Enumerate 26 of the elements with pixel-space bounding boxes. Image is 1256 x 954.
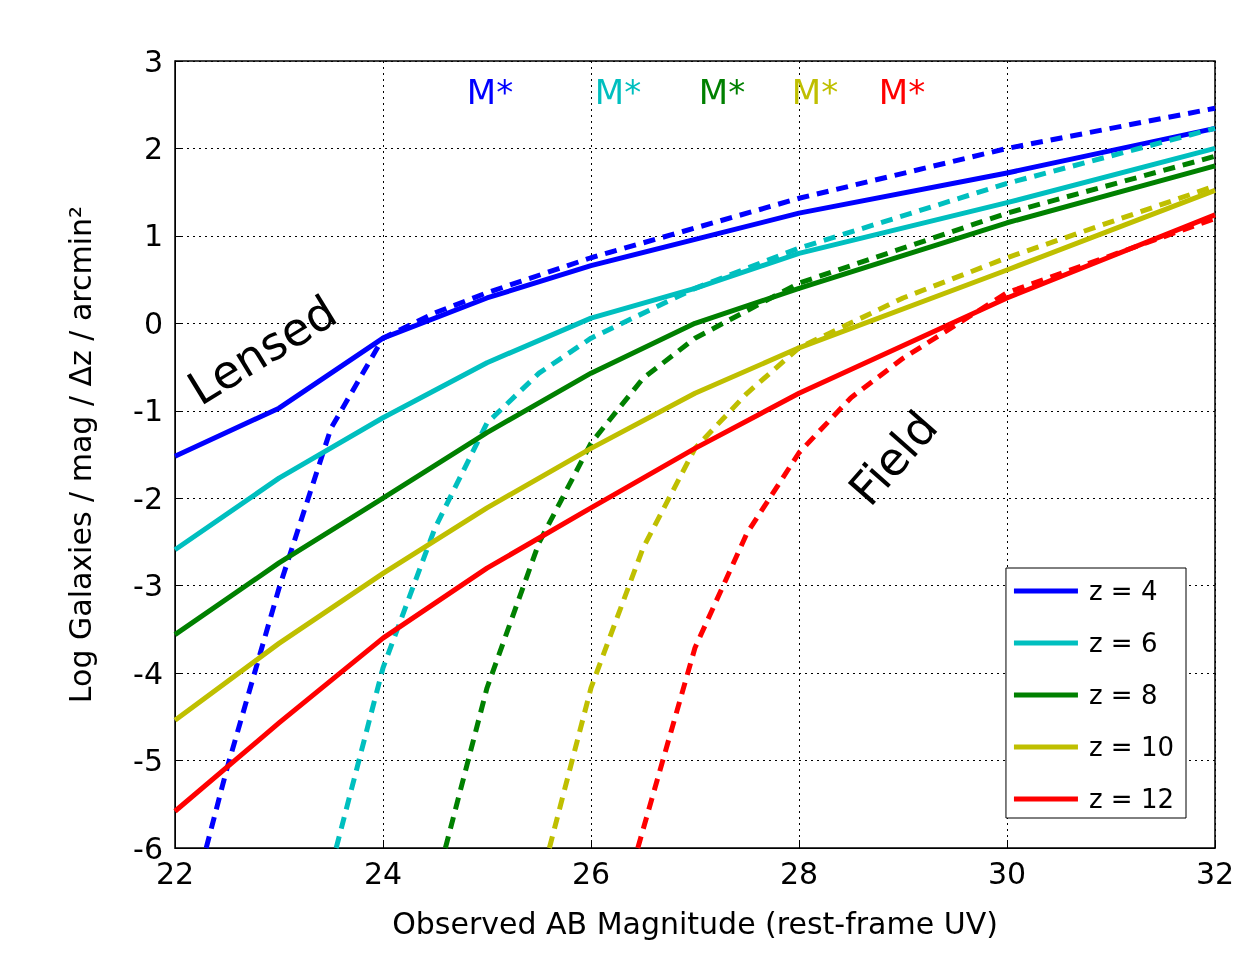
- legend-label: z = 8: [1088, 680, 1158, 710]
- legend-label: z = 12: [1088, 784, 1174, 814]
- x-tick-label: 30: [987, 855, 1027, 891]
- legend-label: z = 4: [1088, 576, 1158, 606]
- x-tick-label: 28: [779, 855, 819, 891]
- y-tick-label: -2: [133, 480, 163, 516]
- x-tick-label: 24: [363, 855, 403, 891]
- y-tick-label: 2: [143, 130, 163, 166]
- annotation: M*: [466, 72, 514, 112]
- legend-label: z = 10: [1088, 732, 1174, 762]
- annotation: M*: [594, 72, 642, 112]
- annotation: M*: [878, 72, 926, 112]
- annotation: M*: [698, 72, 746, 112]
- x-axis-title: Observed AB Magnitude (rest-frame UV): [392, 905, 998, 941]
- y-axis-title: Log Galaxies / mag / Δz / arcmin²: [62, 205, 98, 704]
- y-tick-label: -1: [133, 393, 163, 429]
- y-tick-label: 3: [143, 43, 163, 79]
- y-tick-label: -5: [133, 743, 163, 779]
- y-tick-label: -4: [133, 655, 163, 691]
- x-tick-label: 32: [1195, 855, 1235, 891]
- y-tick-label: 1: [143, 218, 163, 254]
- x-tick-label: 26: [571, 855, 611, 891]
- legend-label: z = 6: [1088, 628, 1158, 658]
- y-tick-label: 0: [143, 305, 163, 341]
- annotation: M*: [791, 72, 839, 112]
- y-tick-label: -3: [133, 568, 163, 604]
